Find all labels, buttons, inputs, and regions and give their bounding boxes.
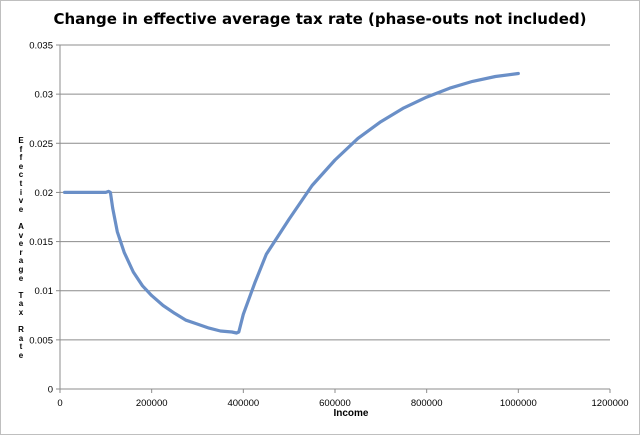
chart-title: Change in effective average tax rate (ph… bbox=[53, 10, 587, 28]
axes bbox=[56, 44, 611, 393]
x-tick-label: 1000000 bbox=[500, 398, 537, 409]
x-tick-label: 1200000 bbox=[592, 398, 629, 409]
series-line bbox=[62, 71, 520, 335]
x-tick-label: 800000 bbox=[411, 398, 443, 409]
y-tick-label: 0.035 bbox=[29, 41, 53, 52]
x-axis-label: Income bbox=[333, 408, 369, 419]
y-tick-labels: 0 0.005 0.01 0.015 0.02 0.025 0.03 0.035 bbox=[29, 41, 53, 396]
x-tick-label: 600000 bbox=[319, 398, 351, 409]
y-tick-label: 0.02 bbox=[35, 188, 54, 199]
y-tick-label: 0.005 bbox=[29, 335, 53, 346]
y-tick-label: 0.03 bbox=[35, 90, 54, 101]
y-tick-label: 0.015 bbox=[29, 237, 53, 248]
y-axis-label: E f f e c t i v e A v e r a g e T a x R … bbox=[18, 136, 24, 360]
x-tick-labels: 0 200000 400000 600000 800000 1000000 1200000 bbox=[57, 398, 628, 409]
y-tick-label: 0.01 bbox=[35, 286, 54, 297]
x-tick-label: 0 bbox=[57, 398, 62, 409]
y-tick-label: 0.025 bbox=[29, 139, 53, 150]
gridlines bbox=[60, 44, 610, 341]
x-tick-label: 200000 bbox=[136, 398, 168, 409]
series-group bbox=[62, 71, 520, 335]
y-tick-label: 0 bbox=[48, 385, 53, 396]
x-tick-label: 400000 bbox=[227, 398, 259, 409]
